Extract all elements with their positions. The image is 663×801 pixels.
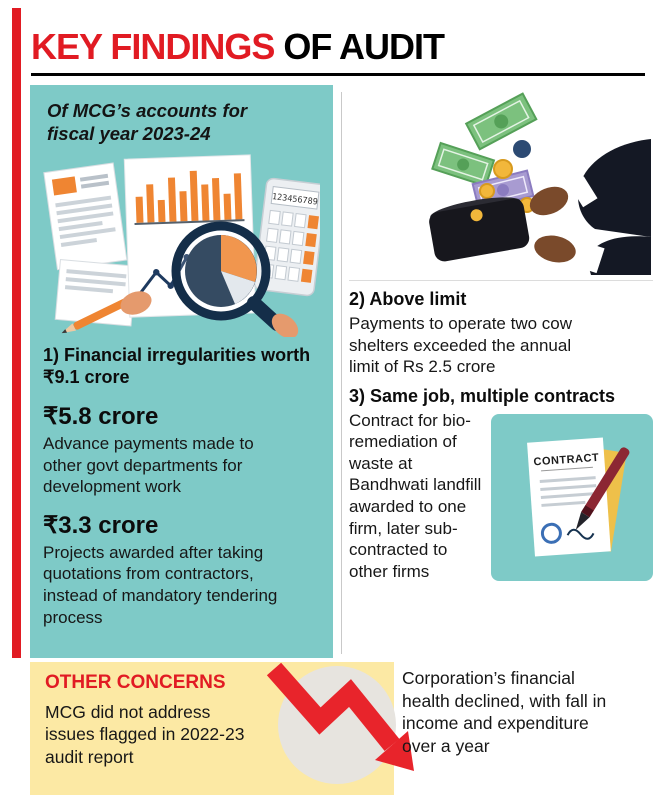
finding1-item1-text: Advance payments made to other govt depa…	[43, 434, 254, 497]
finding1-item1-amount: ₹5.8 crore	[43, 403, 159, 431]
wallet-icon	[429, 197, 530, 262]
pen-icon	[575, 447, 630, 530]
pencil-icon	[61, 298, 129, 334]
calculator-buttons	[261, 210, 319, 284]
title-rest: OF AUDIT	[283, 26, 445, 67]
contract-illustration: CONTRACT	[491, 413, 653, 581]
other-concerns-text: MCG did not address issues flagged in 20…	[45, 702, 245, 767]
calculator-icon: 123456789	[253, 178, 320, 297]
finding3-block: CONTRACT Contract for bio-remediation of…	[349, 410, 653, 583]
contract-label: CONTRACT	[533, 451, 599, 468]
decline-arrow-head	[375, 731, 414, 771]
documents-icon	[43, 162, 128, 271]
page-title: KEY FINDINGS OF AUDIT	[31, 26, 445, 68]
panel-right-findings: 2) Above limit Payments to operate two c…	[349, 85, 653, 658]
finding1-item2-amount: ₹3.3 crore	[43, 511, 159, 539]
pie-chart-icon	[185, 235, 257, 308]
magnifier-icon	[171, 221, 284, 332]
signature-icon	[566, 528, 595, 540]
finding3-heading: 3) Same job, multiple contracts	[349, 385, 616, 406]
coin-icon-2	[493, 159, 513, 179]
bar-chart-icon	[135, 171, 243, 224]
title-underline	[31, 73, 645, 76]
decline-arrow-illustration	[266, 662, 414, 784]
contract-illustration-svg: CONTRACT	[527, 437, 630, 557]
left-accent-bar	[12, 8, 21, 658]
finding1-heading: 1) Financial irregularities worth ₹9.1 c…	[43, 345, 311, 388]
hand2-icon	[120, 291, 152, 315]
title-highlight: KEY FINDINGS	[31, 26, 275, 67]
coin-icon-1	[513, 140, 531, 158]
banknote-icon-1	[464, 92, 538, 151]
financial-health-text: Corporation’s financial health declined,…	[402, 668, 607, 756]
finding2-heading: 2) Above limit	[349, 289, 467, 309]
panel-financial-irregularities: Of MCG’s accounts for fiscal year 2023-2…	[30, 85, 333, 658]
banknote-icon-2	[431, 141, 496, 188]
fiscal-subtitle: Of MCG’s accounts for fiscal year 2023-2…	[47, 100, 248, 145]
finding2-text: Payments to operate two cow shelters exc…	[349, 313, 573, 377]
section-divider	[349, 280, 653, 281]
money-illustration	[429, 92, 651, 275]
coin-icon-3	[479, 183, 495, 199]
other-concerns-section: OTHER CONCERNS MCG did not address issue…	[30, 662, 657, 795]
seal-icon	[540, 522, 562, 544]
column-divider	[341, 92, 342, 654]
other-concerns-heading: OTHER CONCERNS	[45, 672, 226, 693]
hands-icon	[529, 139, 651, 275]
finding1-item2-text: Projects awarded after taking quotations…	[43, 542, 278, 627]
audit-illustration: 123456789	[43, 154, 320, 338]
finding3-text: Contract for bio-remediation of waste at…	[349, 410, 482, 581]
hand-icon	[271, 313, 299, 338]
contract-paper: CONTRACT	[527, 437, 611, 557]
decline-arrow-icon	[266, 662, 400, 751]
